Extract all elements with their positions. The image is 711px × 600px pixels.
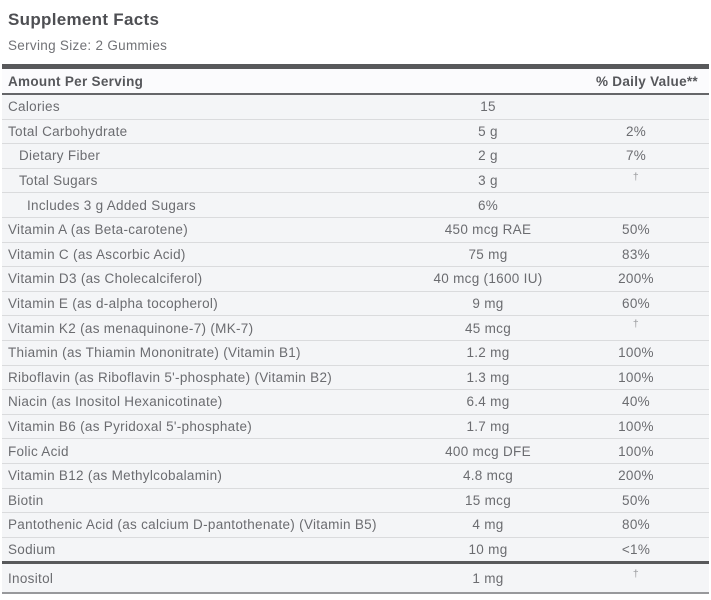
nutrient-amount: 4.8 mcg <box>462 468 514 484</box>
nutrient-amount: 4 mg <box>472 517 504 533</box>
nutrient-daily-value: † <box>632 568 640 581</box>
nutrient-amount: 10 mg <box>468 541 508 557</box>
facts-table: Amount Per Serving % Daily Value** Calor… <box>2 64 709 595</box>
nutrient-daily-value: 50% <box>622 222 650 238</box>
nutrient-amount: 6% <box>477 197 499 213</box>
nutrient-amount: 2 g <box>478 148 498 164</box>
table-row: Vitamin K2 (as menaquinone-7) (MK-7) 45 … <box>2 316 709 341</box>
nutrient-label: Vitamin A (as Beta-carotene) <box>8 222 188 238</box>
table-row: Inositol 1 mg † <box>2 564 709 593</box>
nutrient-label: Sodium <box>8 541 56 557</box>
table-row: Vitamin D3 (as Cholecalciferol) 40 mcg (… <box>2 267 709 292</box>
nutrient-label: Vitamin C (as Ascorbic Acid) <box>8 246 186 262</box>
table-row: Calories 15 <box>2 95 709 120</box>
nutrient-label: Total Carbohydrate <box>8 123 128 139</box>
bottom-divider-bar <box>2 592 709 595</box>
nutrient-daily-value: 100% <box>618 345 654 361</box>
nutrient-amount: 1.2 mg <box>466 345 510 361</box>
table-row: Vitamin B6 (as Pyridoxal 5'-phosphate) 1… <box>2 414 709 440</box>
table-header-row: Amount Per Serving % Daily Value** <box>2 69 709 95</box>
table-row: Total Carbohydrate 5 g 2% <box>2 119 709 145</box>
nutrient-amount: 45 mcg <box>464 320 512 336</box>
nutrient-daily-value: <1% <box>621 541 651 557</box>
nutrient-daily-value: 100% <box>618 443 654 459</box>
panel-title: Supplement Facts <box>8 10 160 29</box>
table-row: Sodium 10 mg <1% <box>2 537 709 562</box>
nutrient-daily-value: 2% <box>625 123 647 139</box>
nutrient-daily-value: 100% <box>618 369 654 385</box>
nutrient-amount: 1 mg <box>472 570 504 586</box>
table-row: Niacin (as Inositol Hexanicotinate) 6.4 … <box>2 390 709 415</box>
table-row: Folic Acid 400 mcg DFE 100% <box>2 439 709 464</box>
nutrient-amount: 15 <box>480 99 496 115</box>
other-ingredients-divider-bar <box>2 561 709 565</box>
nutrient-amount: 400 mcg DFE <box>445 443 531 459</box>
nutrient-label: Total Sugars <box>19 173 98 189</box>
nutrient-label: Calories <box>8 99 60 115</box>
nutrient-label: Vitamin B12 (as Methylcobalamin) <box>8 468 223 484</box>
nutrient-label: Vitamin B6 (as Pyridoxal 5'-phosphate) <box>8 419 253 435</box>
nutrient-daily-value: 83% <box>622 246 650 262</box>
table-row: Vitamin C (as Ascorbic Acid) 75 mg 83% <box>2 242 709 268</box>
nutrient-label: Vitamin D3 (as Cholecalciferol) <box>8 271 203 287</box>
header-daily-value: % Daily Value** <box>595 73 698 89</box>
table-row: Vitamin E (as d-alpha tocopherol) 9 mg 6… <box>2 291 709 317</box>
nutrient-daily-value: † <box>632 318 640 331</box>
table-row: Thiamin (as Thiamin Mononitrate) (Vitami… <box>2 340 709 366</box>
nutrient-daily-value: 200% <box>618 271 654 287</box>
table-row: Dietary Fiber 2 g 7% <box>2 144 709 169</box>
nutrient-amount: 450 mcg RAE <box>444 222 532 238</box>
nutrient-label: Vitamin E (as d-alpha tocopherol) <box>8 296 219 312</box>
nutrient-label: Dietary Fiber <box>19 148 101 164</box>
nutrient-label: Includes 3 g Added Sugars <box>27 197 196 213</box>
nutrient-amount: 5 g <box>478 123 498 139</box>
other-ingredient-rows: Inositol 1 mg † <box>2 564 709 593</box>
table-row: Riboflavin (as Riboflavin 5'-phosphate) … <box>2 365 709 391</box>
nutrient-label: Biotin <box>8 492 44 508</box>
nutrient-daily-value: 40% <box>622 394 650 410</box>
table-row: Includes 3 g Added Sugars 6% <box>2 193 709 218</box>
nutrient-daily-value: 7% <box>625 148 647 164</box>
nutrient-amount: 15 mcg <box>464 492 512 508</box>
nutrient-amount: 6.4 mg <box>466 394 510 410</box>
nutrient-label: Riboflavin (as Riboflavin 5'-phosphate) … <box>8 369 333 385</box>
nutrient-label: Folic Acid <box>8 443 69 459</box>
nutrient-label: Niacin (as Inositol Hexanicotinate) <box>8 394 223 410</box>
nutrient-amount: 75 mg <box>468 246 508 262</box>
nutrient-label: Inositol <box>8 570 54 586</box>
nutrient-daily-value: 200% <box>618 468 654 484</box>
nutrient-label: Vitamin K2 (as menaquinone-7) (MK-7) <box>8 320 254 336</box>
nutrient-daily-value: 50% <box>622 492 650 508</box>
nutrient-daily-value: † <box>632 170 640 183</box>
nutrient-rows: Calories 15 Total Carbohydrate 5 g 2% Di… <box>2 95 709 562</box>
table-row: Vitamin B12 (as Methylcobalamin) 4.8 mcg… <box>2 463 709 489</box>
nutrient-daily-value: 100% <box>618 419 654 435</box>
table-row: Vitamin A (as Beta-carotene) 450 mcg RAE… <box>2 217 709 243</box>
nutrient-amount: 3 g <box>478 173 498 189</box>
table-row: Biotin 15 mcg 50% <box>2 488 709 514</box>
nutrient-amount: 1.3 mg <box>466 369 510 385</box>
top-divider-bar <box>2 64 709 69</box>
nutrient-label: Thiamin (as Thiamin Mononitrate) (Vitami… <box>8 345 301 361</box>
nutrient-amount: 1.7 mg <box>466 419 510 435</box>
serving-size-text: Serving Size: 2 Gummies <box>8 38 168 53</box>
header-amount-per-serving: Amount Per Serving <box>8 73 144 89</box>
nutrient-daily-value: 60% <box>622 296 650 312</box>
table-row: Total Sugars 3 g † <box>2 168 709 194</box>
nutrient-daily-value: 80% <box>622 517 650 533</box>
nutrient-amount: 9 mg <box>472 296 504 312</box>
nutrient-amount: 40 mcg (1600 IU) <box>433 271 543 287</box>
nutrient-label: Pantothenic Acid (as calcium D-pantothen… <box>8 517 377 533</box>
table-row: Pantothenic Acid (as calcium D-pantothen… <box>2 513 709 538</box>
